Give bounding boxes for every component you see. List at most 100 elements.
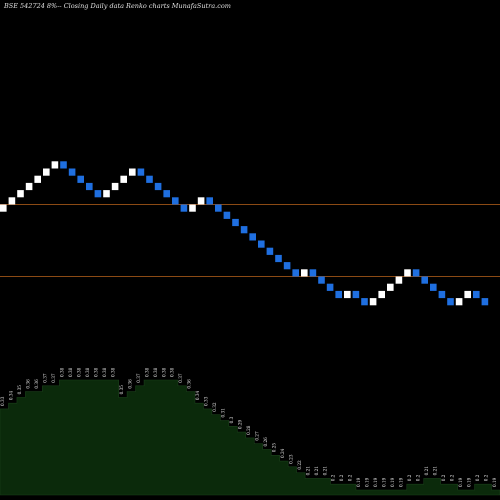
lower-panel-label: 0.37 (136, 373, 141, 383)
lower-panel-label: 0.35 (119, 385, 124, 395)
lower-panel-label: 0.36 (26, 379, 31, 389)
lower-panel-label: 0.25 (271, 443, 276, 453)
lower-panel-label: 0.38 (110, 367, 115, 377)
renko-brick-up (51, 161, 59, 169)
renko-brick-down (232, 218, 239, 227)
lower-panel-label: 0.21 (424, 466, 429, 476)
lower-panel-label: 0.38 (161, 367, 166, 377)
lower-panel-label: 0.31 (221, 408, 226, 418)
renko-brick-down (60, 161, 67, 169)
lower-panel-label: 0.32 (212, 402, 217, 412)
lower-panel-label: 0.22 (297, 460, 302, 470)
lower-panel-label: 0.2 (415, 474, 420, 481)
renko-brick-down (283, 262, 291, 270)
lower-panel-label: 0.19 (399, 477, 404, 487)
lower-panel-label: 0.2 (339, 474, 344, 481)
renko-brick-down (318, 276, 325, 284)
lower-panel-label: 0.19 (382, 477, 387, 487)
lower-panel-label: 0.21 (322, 466, 327, 476)
renko-brick-down (266, 247, 274, 255)
renko-brick-down (438, 290, 446, 299)
lower-panel-label: 0.36 (187, 379, 192, 389)
renko-brick-down (430, 283, 437, 291)
renko-brick-up (369, 298, 377, 306)
renko-brick-down (240, 226, 248, 234)
lower-panel-label: 0.38 (68, 367, 73, 377)
renko-brick-up (189, 204, 196, 212)
lower-panel-label: 0.37 (51, 373, 56, 383)
renko-brick-up (395, 276, 403, 284)
lower-panel-label: 0.36 (34, 379, 39, 389)
renko-brick-down (215, 204, 222, 212)
lower-panel-label: 0.19 (492, 477, 497, 487)
lower-panel-label: 0.37 (43, 373, 48, 383)
lower-panel-label: 0.38 (85, 367, 90, 377)
lower-panel-label: 0.2 (407, 474, 412, 481)
lower-panel-label: 0.2 (331, 474, 336, 481)
lower-panel-label: 0.34 (9, 390, 14, 400)
lower-panel-label: 0.38 (144, 367, 149, 377)
renko-brick-down (352, 290, 360, 299)
renko-brick-up (8, 197, 16, 205)
renko-brick-up (43, 168, 50, 176)
renko-brick-down (335, 290, 342, 299)
lower-panel-label: 0.26 (263, 437, 268, 447)
renko-brick-down (326, 283, 334, 291)
renko-brick-up (378, 290, 385, 299)
renko-brick-down (421, 276, 428, 284)
lower-panel-label: 0.38 (60, 367, 65, 377)
lower-panel-label: 0.33 (204, 396, 209, 406)
lower-panel-label: 0.2 (449, 474, 454, 481)
lower-panel-label: 0.35 (17, 385, 22, 395)
lower-panel-label: 0.19 (373, 477, 378, 487)
renko-brick-down (146, 175, 153, 183)
renko-brick-up (455, 298, 463, 306)
lower-panel-label: 0.21 (314, 466, 319, 476)
lower-panel-label: 0.29 (238, 419, 243, 429)
renko-brick-down (258, 240, 265, 248)
renko-brick-up (197, 197, 205, 205)
renko-brick-up (103, 190, 110, 198)
lower-panel-label: 0.34 (195, 390, 200, 400)
renko-brick-up (387, 283, 394, 291)
lower-panel-label: 0.37 (178, 373, 183, 383)
lower-panel-area (0, 379, 500, 496)
renko-brick-down (412, 269, 420, 277)
renko-bricks (0, 161, 489, 306)
lower-panel-label: 0.36 (127, 379, 132, 389)
renko-brick-up (0, 204, 7, 212)
renko-brick-down (481, 298, 489, 306)
lower-panel: 0.330.340.350.36 0.360.37 0.370.38 0.38 0.38… (0, 367, 500, 496)
renko-brick-down (163, 190, 170, 198)
renko-brick-down (86, 182, 93, 191)
lower-panel-label: 0.33 (0, 396, 5, 406)
lower-panel-label: 0.38 (153, 367, 158, 377)
renko-brick-up (120, 175, 127, 183)
renko-brick-up (111, 182, 119, 191)
lower-panel-label: 0.2 (475, 474, 480, 481)
renko-brick-up (129, 168, 136, 176)
renko-brick-down (223, 211, 231, 219)
lower-panel-label: 0.24 (280, 448, 285, 458)
lower-panel-label: 0.2 (483, 474, 488, 481)
lower-panel-label: 0.21 (432, 466, 437, 476)
lower-panel-label: 0.38 (93, 367, 98, 377)
lower-panel-label: 0.38 (102, 367, 107, 377)
lower-panel-label: 0.2 (441, 474, 446, 481)
lower-panel-label: 0.19 (365, 477, 370, 487)
renko-brick-up (301, 269, 308, 277)
lower-panel-label: 0.28 (246, 425, 251, 435)
renko-brick-down (309, 269, 317, 277)
renko-brick-down (473, 290, 480, 299)
lower-panel-label: 0.19 (458, 477, 463, 487)
lower-panel-label: 0.21 (305, 466, 310, 476)
renko-brick-up (34, 175, 41, 183)
renko-brick-down (154, 182, 162, 191)
renko-brick-down (206, 197, 213, 205)
renko-brick-down (172, 197, 179, 205)
renko-brick-down (68, 168, 76, 176)
renko-brick-up (344, 290, 351, 299)
lower-panel-label: 0.19 (390, 477, 395, 487)
lower-panel-label: 0.19 (466, 477, 471, 487)
